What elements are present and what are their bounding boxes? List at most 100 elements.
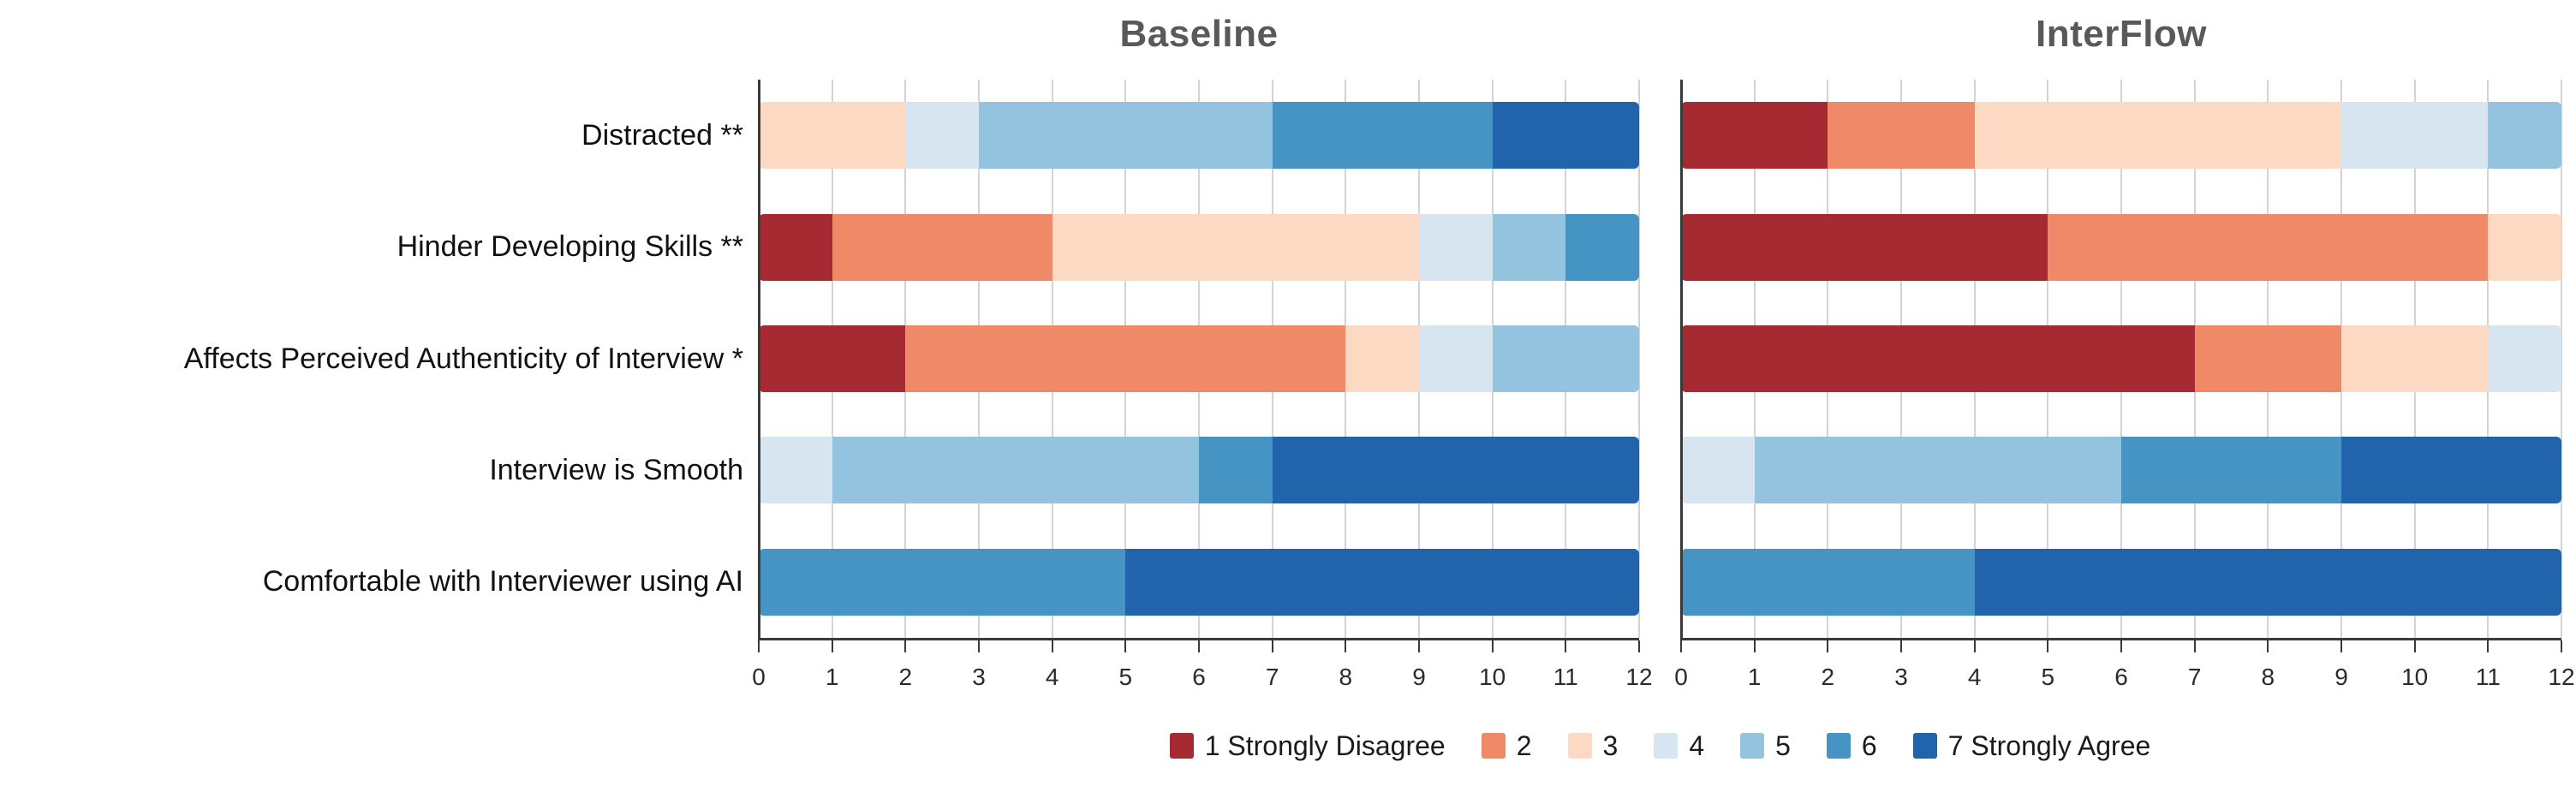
bar-segment — [1492, 325, 1639, 393]
x-axis-line — [758, 638, 1639, 640]
bar-row — [759, 527, 1639, 638]
axis-tick — [2120, 640, 2122, 652]
axis-tick — [831, 640, 833, 652]
axis-tick — [1051, 640, 1053, 652]
axis-tick-label: 11 — [1553, 664, 1578, 690]
panel-baseline: 0 1 2 3 4 5 6 7 8 9 10 11 12 — [752, 80, 1653, 690]
axis-tick — [1418, 640, 1420, 652]
axis-tick-label: 7 — [1265, 664, 1279, 690]
axis-tick-label: 5 — [1118, 664, 1133, 690]
axis-tick — [1827, 640, 1829, 652]
axis-tick-label: 10 — [2401, 664, 2429, 690]
axis-tick — [1124, 640, 1127, 652]
legend: 1 Strongly Disagree 2 3 4 5 6 7 Strongly Agree — [759, 723, 2561, 768]
legend-item: 5 — [1740, 730, 1791, 762]
y-axis-spine — [758, 80, 760, 638]
bar-segment — [759, 325, 906, 393]
legend-label: 7 Strongly Agree — [1947, 729, 2151, 761]
bar-segment — [1418, 325, 1493, 393]
legend-label: 5 — [1775, 729, 1791, 761]
legend-swatch — [1912, 733, 1937, 759]
axis-tick — [1491, 640, 1494, 652]
legend-swatch — [1740, 733, 1765, 759]
bar-segment — [759, 213, 832, 281]
stacked-bar — [1681, 325, 2561, 393]
legend-item: 7 Strongly Agree — [1912, 729, 2151, 762]
bar-segment — [1828, 102, 1975, 170]
facet-title-interflow: InterFlow — [2035, 13, 2208, 55]
legend-label: 4 — [1689, 729, 1705, 761]
legend-item: 4 — [1654, 730, 1704, 762]
bar-segment — [1492, 213, 1566, 281]
axis-tick — [2340, 640, 2342, 652]
axis-tick-label: 8 — [1339, 664, 1353, 690]
axis-tick — [2413, 640, 2416, 652]
axis-tick-label: 5 — [2041, 664, 2055, 690]
bar-segment — [759, 548, 1126, 616]
bar-rows — [759, 80, 1639, 638]
x-axis-line — [1680, 638, 2561, 640]
bar-segment — [1681, 102, 1828, 170]
bar-segment — [1974, 102, 2341, 170]
axis-tick-label: 2 — [1821, 664, 1835, 690]
bar-row — [1681, 527, 2561, 638]
bar-segment — [2340, 437, 2561, 504]
bar-segment — [1345, 325, 1419, 393]
bar-segment — [1272, 102, 1493, 170]
bar-segment — [759, 437, 832, 504]
axis-tick — [2487, 640, 2490, 652]
bar-segment — [1418, 213, 1493, 281]
axis-tick-label: 12 — [1625, 664, 1653, 690]
panel-interflow: 0 1 2 3 4 5 6 7 8 9 10 11 12 — [1674, 80, 2575, 690]
facet-title-baseline: Baseline — [1119, 13, 1279, 55]
category-label: Comfortable with Interviewer using AI — [262, 565, 743, 598]
bar-segment — [1681, 548, 1975, 616]
legend-label: 3 — [1602, 729, 1619, 761]
axis-tick-label: 8 — [2261, 664, 2275, 690]
bar-row — [759, 303, 1639, 414]
axis-tick-label: 4 — [1045, 664, 1059, 690]
stacked-bar — [759, 102, 1639, 170]
bar-segment — [905, 325, 1346, 393]
bar-segment — [1974, 548, 2561, 616]
axis-tick-label: 3 — [972, 664, 986, 690]
axis-tick-label: 9 — [1412, 664, 1426, 690]
bar-row — [1681, 303, 2561, 414]
legend-item: 2 — [1481, 729, 1532, 762]
bar-segment — [2194, 325, 2341, 393]
bar-row — [1681, 191, 2561, 302]
axis-tick-label: 2 — [898, 664, 913, 690]
bar-segment — [1272, 437, 1639, 504]
legend-item: 3 — [1567, 729, 1619, 762]
axis-tick — [978, 640, 980, 652]
legend-swatch — [1654, 733, 1679, 759]
category-label: Affects Perceived Authenticity of Interv… — [183, 342, 743, 375]
axis-tick — [1973, 640, 1976, 652]
stacked-bar — [759, 325, 1639, 393]
y-axis-spine — [1680, 80, 1683, 638]
legend-label: 2 — [1516, 729, 1532, 761]
bar-row — [1681, 80, 2561, 191]
axis-tick — [758, 640, 760, 652]
bar-segment — [2488, 325, 2561, 393]
bar-segment — [1198, 437, 1273, 504]
bar-segment — [2048, 213, 2489, 281]
axis-tick-label: 4 — [1967, 664, 1982, 690]
legend-swatch — [1169, 733, 1194, 759]
axis-tick-label: 6 — [1192, 664, 1206, 690]
axis-tick — [1900, 640, 1902, 652]
axis-tick — [2267, 640, 2269, 652]
axis-tick-label: 7 — [2187, 664, 2202, 690]
bar-segment — [978, 102, 1273, 170]
axis-tick — [1638, 640, 1640, 652]
bar-row — [759, 191, 1639, 302]
stacked-bar — [1681, 548, 2561, 616]
bar-row — [759, 80, 1639, 191]
bar-segment — [2488, 102, 2561, 170]
bar-segment — [1681, 213, 2048, 281]
bar-segment — [2340, 325, 2489, 393]
stacked-bar — [759, 213, 1639, 281]
stacked-bar — [1681, 213, 2561, 281]
axis-tick — [1565, 640, 1567, 652]
